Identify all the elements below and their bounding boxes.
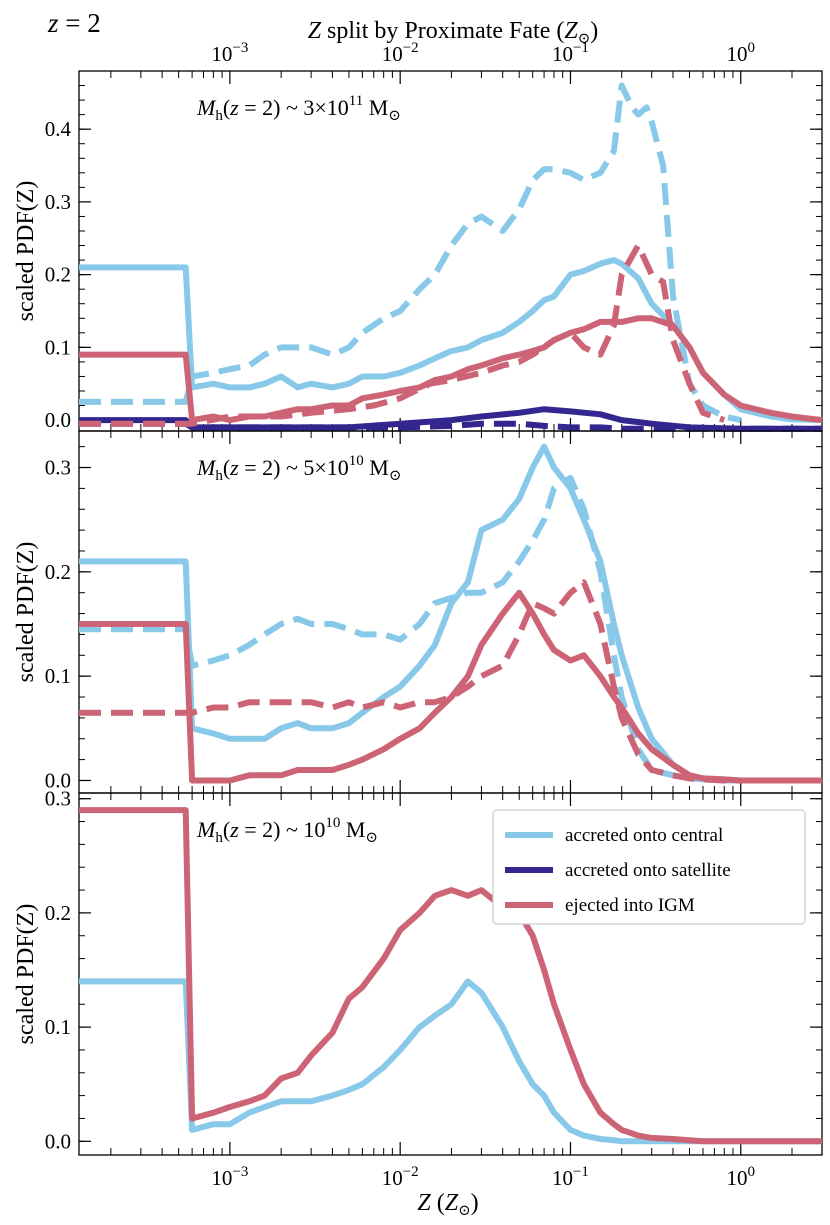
panels-layer: 0.0 0.1 0.2 0.3 0.4 scaled PDF(Z) Mh(z = 2) ~ … bbox=[13, 40, 823, 1190]
legend: accreted onto central accreted onto satel… bbox=[492, 809, 806, 925]
x-tick-label: 100 bbox=[727, 1164, 756, 1190]
y-tick-label: 0.0 bbox=[45, 1129, 71, 1153]
y-tick-label: 0.2 bbox=[45, 560, 71, 584]
y-tick-label: 0.2 bbox=[45, 901, 71, 925]
panel-mass-label: Mh(z = 2) ~ 3×1011 M⊙ bbox=[196, 93, 401, 124]
y-tick-label: 0.3 bbox=[45, 190, 71, 214]
series-igm-solid bbox=[79, 807, 822, 1145]
y-tick-label: 0.0 bbox=[45, 768, 71, 792]
x-tick-label: 100 bbox=[727, 40, 756, 66]
legend-entry-label: ejected into IGM bbox=[565, 895, 695, 916]
legend-entry-label: accreted onto satellite bbox=[565, 860, 731, 881]
series-central-dashed bbox=[79, 82, 742, 424]
y-tick-label: 0.1 bbox=[45, 664, 71, 688]
x-tick-label: 10−3 bbox=[211, 40, 248, 66]
y-tick-label: 0.2 bbox=[45, 263, 71, 287]
y-tick-label: 0.4 bbox=[45, 117, 72, 141]
series-satellite-dashed bbox=[79, 420, 822, 432]
y-tick-label: 0.0 bbox=[45, 408, 71, 432]
x-axis-label: Z (Z⊙) bbox=[417, 1190, 478, 1219]
y-axis-label: scaled PDF(Z) bbox=[13, 904, 39, 1045]
top-axis-title: Z split by Proximate Fate (Z⊙) bbox=[308, 18, 599, 47]
x-tick-label: 10−1 bbox=[552, 1164, 589, 1190]
panel-3: 0.0 0.1 0.2 0.3 scaled PDF(Z) Mh(z = 2) ~ 101… bbox=[13, 787, 823, 1190]
x-tick-label: 10−2 bbox=[382, 40, 419, 66]
panel-mass-label: Mh(z = 2) ~ 5×1010 M⊙ bbox=[196, 453, 401, 484]
series-igm-solid bbox=[79, 589, 822, 784]
panel-2: 0.0 0.1 0.2 0.3 scaled PDF(Z) Mh(z = 2) ~ 5×1… bbox=[13, 430, 823, 794]
legend-entry-label: accreted onto central bbox=[565, 825, 723, 846]
y-tick-label: 0.3 bbox=[45, 456, 71, 480]
panel-1: 0.0 0.1 0.2 0.3 0.4 scaled PDF(Z) Mh(z = 2) ~ … bbox=[13, 40, 823, 432]
y-tick-label: 0.3 bbox=[45, 787, 71, 811]
x-tick-label: 10−3 bbox=[211, 1164, 248, 1190]
y-tick-label: 0.1 bbox=[45, 1015, 71, 1039]
series-igm-dashed bbox=[79, 242, 726, 427]
y-axis-label: scaled PDF(Z) bbox=[13, 542, 39, 683]
y-axis-label: scaled PDF(Z) bbox=[13, 181, 39, 322]
y-tick-label: 0.1 bbox=[45, 335, 71, 359]
series-igm-dashed bbox=[79, 579, 741, 784]
x-tick-label: 10−1 bbox=[552, 40, 589, 66]
x-tick-label: 10−2 bbox=[382, 1164, 419, 1190]
panel-frame bbox=[78, 792, 823, 1156]
legend-frame bbox=[492, 809, 806, 925]
redshift-label: z = 2 bbox=[47, 8, 101, 38]
panel-mass-label: Mh(z = 2) ~ 1010 M⊙ bbox=[196, 815, 378, 846]
